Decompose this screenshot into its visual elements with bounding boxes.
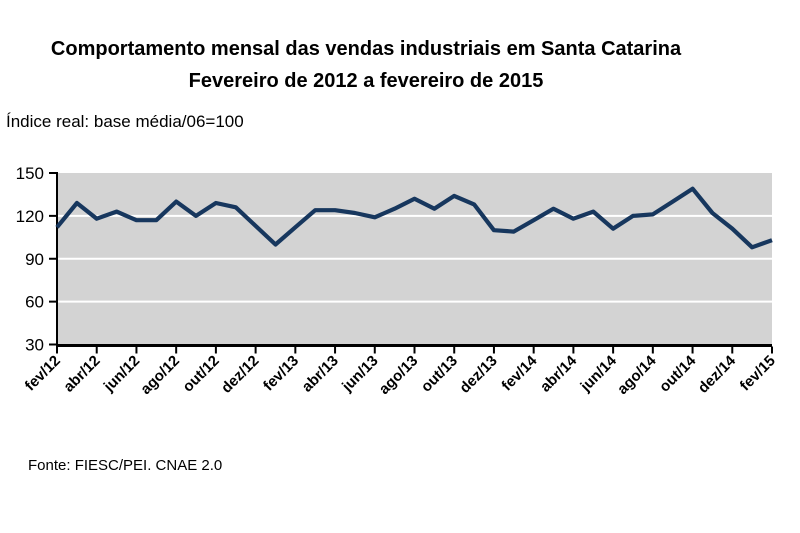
y-tick-label-150: 150 [16,164,44,183]
x-tick-label-dez/13: dez/13 [456,352,500,396]
x-tick-label-dez/12: dez/12 [218,352,262,396]
x-tick-label-out/13: out/13 [418,352,461,395]
chart-title: Comportamento mensal das vendas industri… [0,33,732,97]
series-line [55,186,773,250]
x-tick-label-jun/12: jun/12 [100,352,143,395]
x-tick-label-out/14: out/14 [656,352,700,396]
x-tick-label-fev/13: fev/13 [260,352,302,394]
chart-title-line1: Comportamento mensal das vendas industri… [50,38,682,60]
chart-subtitle: Índice real: base média/06=100 [6,112,244,131]
x-tick-label-jun/14: jun/14 [577,352,621,396]
x-tick-label-ago/12: ago/12 [137,352,183,398]
x-tick-label-dez/14: dez/14 [695,352,740,397]
x-tick-label-abr/14: abr/14 [537,352,581,396]
x-tick-label-fev/15: fev/15 [737,352,779,394]
x-tick-label-abr/13: abr/13 [299,352,342,395]
chart-title-line2: Fevereiro de 2012 a fevereiro de 2015 [188,70,544,92]
y-tick-label-120: 120 [16,207,44,226]
x-tick-label-jun/13: jun/13 [338,352,381,395]
x-tick-label-abr/12: abr/12 [60,352,103,395]
y-tick-label-90: 90 [25,250,44,269]
y-tick-label-30: 30 [25,336,44,355]
source-note: Fonte: FIESC/PEI. CNAE 2.0 [28,457,223,474]
y-tick-label-60: 60 [25,293,44,312]
x-tick-label-fev/14: fev/14 [498,352,541,395]
x-tick-label-ago/14: ago/14 [614,352,660,398]
x-tick-label-out/12: out/12 [179,352,222,395]
x-tick-label-fev/12: fev/12 [22,352,64,394]
x-tick-label-ago/13: ago/13 [376,352,422,398]
